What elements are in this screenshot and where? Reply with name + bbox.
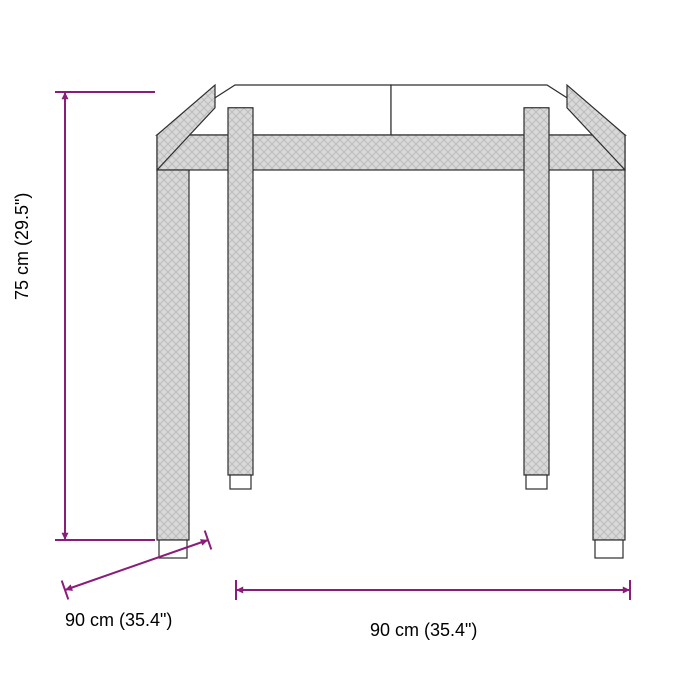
diagram-svg	[0, 0, 700, 700]
dimension-label-width: 90 cm (35.4")	[370, 620, 477, 641]
diagram-stage: 75 cm (29.5") 90 cm (35.4") 90 cm (35.4"…	[0, 0, 700, 700]
dimension-label-height: 75 cm (29.5")	[12, 193, 33, 300]
dimension-label-depth: 90 cm (35.4")	[65, 610, 172, 631]
